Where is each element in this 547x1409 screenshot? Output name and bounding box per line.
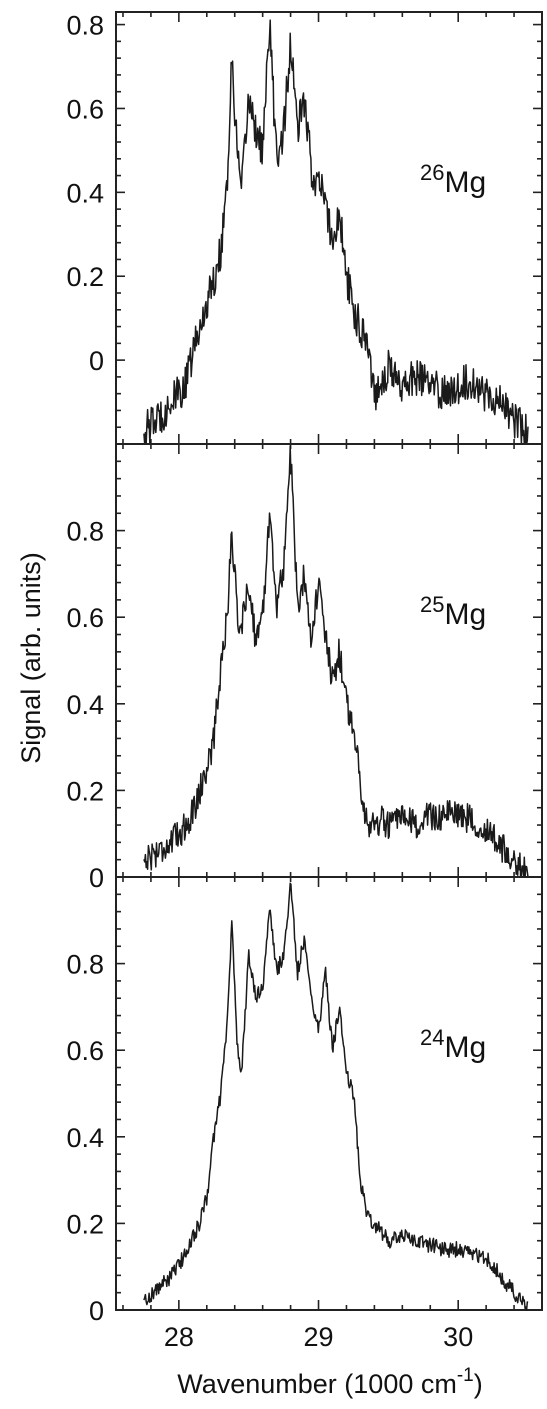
spectrum-line-25mg xyxy=(143,445,529,878)
x-tick-label: 29 xyxy=(304,1322,334,1352)
y-tick-label: 0.6 xyxy=(66,1036,104,1066)
y-tick-label: 0.8 xyxy=(66,950,104,980)
y-tick-label: 0.6 xyxy=(66,94,104,124)
y-tick-label: 0 xyxy=(89,346,104,376)
y-tick-label: 0.6 xyxy=(66,603,104,633)
y-tick-label: 0.4 xyxy=(66,1123,104,1153)
panel-26: 0 0.2 0.4 0.6 0.8 26Mg xyxy=(66,11,543,445)
y-tick-label: 0.2 xyxy=(66,262,104,292)
y-tick-label: 0.2 xyxy=(66,776,104,806)
panel-25: 0 0.2 0.4 0.6 0.8 25Mg xyxy=(66,443,543,893)
y-tick-label: 0.4 xyxy=(66,690,104,720)
y-tick-label: 0.8 xyxy=(66,11,104,41)
y-tick-label: 0.4 xyxy=(66,178,104,208)
x-tick-label: 30 xyxy=(443,1322,473,1352)
x-axis-title-main: Wavenumber (1000 cm xyxy=(177,1369,457,1399)
isotope-mass-number: 24 xyxy=(420,1025,444,1050)
spectrum-line-24mg xyxy=(143,882,529,1311)
isotope-label: 24Mg xyxy=(420,1025,486,1064)
y-tick-label: 0.2 xyxy=(66,1209,104,1239)
y-tick-label: 0 xyxy=(89,1296,104,1326)
panel-24-frame xyxy=(115,876,543,1311)
isotope-label: 25Mg xyxy=(420,592,486,631)
spectrum-line-26mg xyxy=(143,19,529,445)
y-axis-title: Signal (arb. units) xyxy=(16,552,46,764)
y-tick-label: 0 xyxy=(89,863,104,893)
x-axis-title-superscript: -1 xyxy=(457,1365,474,1386)
isotope-label: 26Mg xyxy=(420,160,486,199)
isotope-symbol: Mg xyxy=(444,166,486,199)
isotope-mass-number: 26 xyxy=(420,160,444,185)
isotope-mass-number: 25 xyxy=(420,592,444,617)
x-axis-title-end: ) xyxy=(474,1369,483,1399)
isotope-symbol: Mg xyxy=(444,1031,486,1064)
y-tick-label: 0.8 xyxy=(66,517,104,547)
isotope-symbol: Mg xyxy=(444,598,486,631)
x-tick-label: 28 xyxy=(164,1322,194,1352)
x-axis-title: Wavenumber (1000 cm-1) xyxy=(177,1365,483,1399)
panel-24: 0 0.2 0.4 0.6 0.8 28 29 30 24Mg xyxy=(66,876,543,1352)
